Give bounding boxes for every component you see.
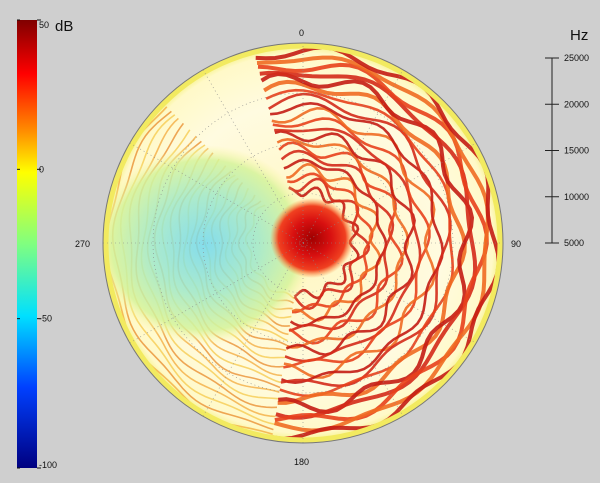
hot-region: [270, 198, 354, 278]
angle-tick-label: 270: [75, 239, 90, 249]
pattern-band: [263, 79, 467, 405]
colorbar: [17, 20, 37, 468]
grid-ring: [252, 192, 354, 294]
pattern-band: [283, 158, 388, 328]
polar-disc: [102, 42, 504, 444]
grid-ring: [152, 92, 454, 394]
pattern-band: [269, 101, 445, 385]
radial-tick-label: 25000: [564, 53, 589, 63]
angle-tick-label: 0: [299, 28, 304, 38]
grid-spoke: [202, 69, 404, 417]
pattern-band: [278, 141, 404, 345]
pattern-band: [286, 162, 382, 322]
pattern-band: [274, 130, 416, 356]
pattern-band: [265, 88, 455, 398]
colorbar-tick-label: 0: [39, 164, 44, 174]
outer-rim: [103, 43, 503, 443]
radial-tick-label: 15000: [564, 146, 589, 156]
pattern-band: [280, 149, 395, 333]
radial-tick-label: 10000: [564, 192, 589, 202]
polar-disc-border: [102, 42, 504, 444]
colorbar-tick-label: 50: [39, 20, 49, 30]
radial-tick-label: 5000: [564, 238, 584, 248]
radial-axis-unit-label: Hz: [570, 27, 588, 44]
pattern-band: [271, 106, 436, 379]
colorbar-tick-label: -100: [39, 460, 57, 470]
polar-grid: [103, 43, 503, 443]
angle-tick-label: 90: [511, 239, 521, 249]
pattern-band: [256, 55, 490, 433]
radial-tick-label: 20000: [564, 99, 589, 109]
colorbar-tick-label: -50: [39, 314, 52, 324]
cool-region: [103, 145, 315, 345]
colorbar-unit-label: dB: [55, 18, 73, 35]
pattern-band: [260, 71, 475, 415]
pattern-band: [274, 127, 422, 363]
pattern-band: [259, 70, 478, 420]
angle-tick-label: 180: [294, 457, 309, 467]
